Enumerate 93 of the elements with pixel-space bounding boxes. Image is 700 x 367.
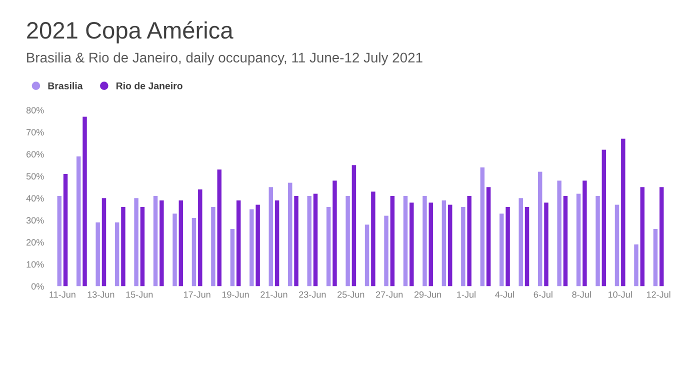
bar <box>160 200 164 286</box>
bar <box>410 202 414 286</box>
bar <box>563 196 568 286</box>
bar <box>274 200 280 286</box>
bar <box>538 172 542 286</box>
x-tick-label: 10-Jul <box>608 291 632 298</box>
legend-label: Brasilia <box>48 82 83 90</box>
bar <box>198 189 202 286</box>
bar <box>288 182 292 286</box>
x-tick-label: 6-Jul <box>534 291 552 298</box>
bar <box>576 194 581 286</box>
bar <box>518 198 523 286</box>
bar <box>76 156 81 286</box>
bar <box>346 196 350 286</box>
bar <box>96 222 100 286</box>
y-tick-label: 20% <box>26 239 44 246</box>
bar <box>192 218 196 286</box>
bar <box>524 206 530 286</box>
x-tick-label: 25-Jun <box>338 291 364 298</box>
bar <box>256 204 260 286</box>
bar <box>134 198 138 286</box>
bar <box>121 206 126 286</box>
bar <box>596 196 600 286</box>
bar <box>506 206 510 286</box>
bar <box>102 198 106 286</box>
y-tick-label: 50% <box>26 173 44 180</box>
y-tick-label: 60% <box>26 151 44 158</box>
bar <box>422 196 427 286</box>
bar <box>621 138 626 286</box>
bar <box>364 224 370 286</box>
x-tick-label: 21-Jun <box>260 291 288 298</box>
x-tick-label: 13-Jun <box>88 291 114 298</box>
bar <box>653 229 658 286</box>
x-tick-label: 15-Jun <box>126 291 153 298</box>
bar <box>172 214 177 286</box>
bar <box>63 174 68 286</box>
bar <box>544 202 548 286</box>
x-tick-label: 8-Jul <box>572 291 591 298</box>
x-tick-label: 11-Jun <box>50 291 76 298</box>
bar <box>403 196 408 286</box>
bar <box>428 202 433 286</box>
x-tick-label: 23-Jun <box>299 291 326 298</box>
bar <box>326 206 331 286</box>
bar <box>448 204 452 286</box>
bar <box>461 206 466 286</box>
bar <box>307 196 312 286</box>
y-tick-label: 30% <box>26 217 44 224</box>
legend-label: Rio de Janeiro <box>116 82 182 90</box>
bar <box>250 209 254 286</box>
x-tick-label: 12-Jul <box>646 291 670 298</box>
bar <box>178 200 184 286</box>
bar <box>390 196 395 286</box>
y-tick-label: 0% <box>31 283 44 290</box>
bar <box>294 196 298 286</box>
bar <box>442 200 446 286</box>
bar <box>313 194 318 286</box>
bar <box>230 229 235 286</box>
y-tick-label: 70% <box>26 129 44 136</box>
y-tick-label: 40% <box>26 195 44 202</box>
bar <box>602 150 606 286</box>
y-tick-label: 80% <box>26 107 44 114</box>
x-tick-label: 17-Jun <box>184 291 210 298</box>
bar <box>480 167 485 286</box>
bar <box>153 196 158 286</box>
bar <box>268 187 274 286</box>
bar <box>640 187 645 286</box>
y-tick-label: 10% <box>26 261 44 268</box>
x-tick-label: 27-Jun <box>376 291 403 298</box>
bar <box>57 196 62 286</box>
bar <box>236 200 241 286</box>
bar <box>332 180 337 286</box>
chart-title: 2021 Copa América <box>27 21 234 44</box>
chart-subtitle: Brasilia & Rio de Janeiro, daily occupancy, 11 June-12 July 2021 <box>27 52 422 66</box>
x-tick-label: 19-Jun <box>222 291 249 298</box>
x-tick-label: 1-Jul <box>457 291 476 298</box>
bar <box>467 196 472 286</box>
bar <box>371 192 376 286</box>
bar <box>211 206 216 286</box>
x-tick-label: 4-Jul <box>495 291 514 298</box>
bar <box>614 204 620 286</box>
bar <box>500 214 504 286</box>
bar <box>140 206 145 286</box>
bar <box>217 170 222 286</box>
bar <box>352 165 356 286</box>
bar <box>82 116 87 286</box>
bar <box>660 187 664 286</box>
bar <box>582 180 587 286</box>
bar <box>384 216 388 286</box>
bar <box>486 187 491 286</box>
bar <box>634 244 638 286</box>
bar <box>114 222 120 286</box>
bar <box>557 180 562 286</box>
x-tick-label: 29-Jun <box>414 291 442 298</box>
